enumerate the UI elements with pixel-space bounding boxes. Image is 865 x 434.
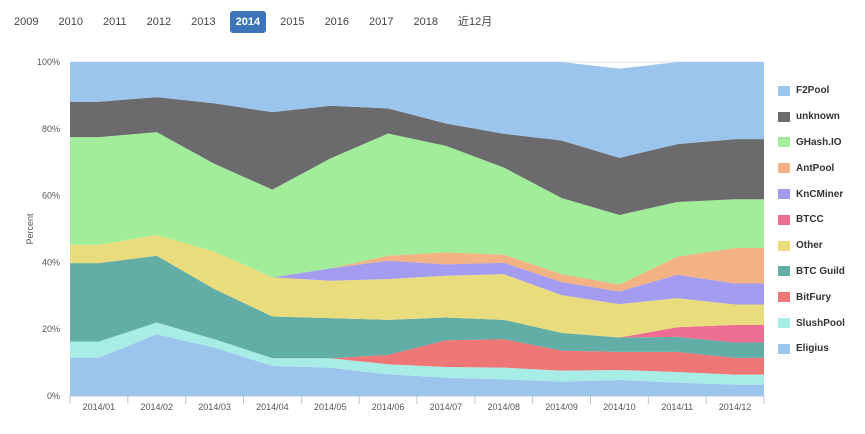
x-tick-label: 2014/10 — [603, 402, 636, 412]
area-series-slushpool — [70, 322, 764, 385]
legend-item-btc-guild[interactable]: BTC Guild — [778, 259, 845, 285]
legend-label: SlushPool — [796, 317, 845, 329]
year-tab-4[interactable]: 2013 — [191, 16, 216, 28]
area-series-btc-guild — [70, 255, 764, 359]
year-tab-3[interactable]: 2012 — [146, 16, 172, 28]
x-tick-label: 2014/03 — [198, 402, 231, 412]
year-tab-2[interactable]: 2011 — [102, 16, 127, 28]
legend-label: GHash.IO — [796, 136, 842, 148]
x-tick-label: 2014/04 — [256, 402, 289, 412]
year-tab-0[interactable]: 2009 — [14, 16, 39, 28]
y-axis-label: Percent — [25, 213, 35, 245]
legend-swatch — [778, 111, 790, 122]
legend-swatch — [778, 292, 790, 303]
legend-label: BTCC — [796, 214, 824, 226]
legend-swatch — [778, 318, 790, 329]
legend-swatch — [778, 240, 790, 251]
legend-swatch — [778, 85, 790, 96]
area-series-other — [70, 235, 764, 338]
y-tick-label: 20% — [42, 324, 60, 334]
legend-item-ghash-io[interactable]: GHash.IO — [778, 130, 845, 156]
legend-item-bitfury[interactable]: BitFury — [778, 284, 845, 310]
x-tick-label: 2014/08 — [487, 402, 520, 412]
area-series-bitfury — [70, 322, 764, 375]
legend-swatch — [778, 266, 790, 277]
legend-item-slushpool[interactable]: SlushPool — [778, 310, 845, 336]
legend-label: Eligius — [796, 343, 829, 355]
legend-swatch — [778, 189, 790, 200]
x-tick-label: 2014/05 — [314, 402, 347, 412]
year-tabs: 2009 2010 2011 2012 2013 2014 2015 2016 2017 2018… — [8, 10, 506, 34]
year-tab-9[interactable]: 2018 — [413, 16, 439, 28]
legend-label: KnCMiner — [796, 188, 844, 200]
legend-label: AntPool — [796, 162, 835, 174]
legend-label: unknown — [796, 111, 840, 123]
y-tick-label: 60% — [42, 191, 60, 201]
legend-item-kncminer[interactable]: KnCMiner — [778, 181, 845, 207]
chart-legend: F2Pool unknown GHash.IO AntPool KnCMiner BTCC… — [778, 78, 845, 362]
x-tick-label: 2014/07 — [430, 402, 463, 412]
legend-item-btcc[interactable]: BTCC — [778, 207, 845, 233]
x-tick-label: 2014/09 — [545, 402, 578, 412]
legend-label: Other — [796, 240, 823, 252]
area-series-btcc — [70, 255, 764, 343]
legend-item-other[interactable]: Other — [778, 233, 845, 259]
area-series-kncminer — [70, 235, 764, 305]
legend-swatch — [778, 163, 790, 174]
x-tick-label: 2014/12 — [719, 402, 752, 412]
year-tab-5[interactable]: 2014 — [229, 11, 267, 33]
x-tick-label: 2014/02 — [140, 402, 173, 412]
y-tick-label: 80% — [42, 124, 60, 134]
legend-item-f2pool[interactable]: F2Pool — [778, 78, 845, 104]
year-tab-7[interactable]: 2016 — [324, 16, 350, 28]
legend-label: F2Pool — [796, 85, 830, 97]
x-tick-label: 2014/06 — [372, 402, 405, 412]
y-tick-label: 100% — [37, 57, 60, 67]
area-series-f2pool — [70, 62, 764, 158]
year-tab-6[interactable]: 2015 — [280, 16, 305, 28]
year-tab-1[interactable]: 2010 — [58, 16, 83, 28]
y-tick-label: 40% — [42, 257, 60, 267]
legend-label: BitFury — [796, 291, 831, 303]
legend-item-antpool[interactable]: AntPool — [778, 155, 845, 181]
x-tick-label: 2014/01 — [83, 402, 116, 412]
legend-item-eligius[interactable]: Eligius — [778, 336, 845, 362]
legend-swatch — [778, 137, 790, 148]
year-tab-8[interactable]: 2017 — [369, 16, 394, 28]
area-series-unknown — [70, 97, 764, 215]
legend-item-unknown[interactable]: unknown — [778, 104, 845, 130]
year-tab-10[interactable]: 近12月 — [458, 16, 493, 28]
area-series-ghash-io — [70, 132, 764, 285]
y-tick-label: 0% — [47, 391, 60, 401]
legend-swatch — [778, 343, 790, 354]
area-series-eligius — [70, 334, 764, 396]
legend-swatch — [778, 214, 790, 225]
legend-label: BTC Guild — [796, 265, 845, 277]
x-tick-label: 2014/11 — [661, 402, 693, 412]
